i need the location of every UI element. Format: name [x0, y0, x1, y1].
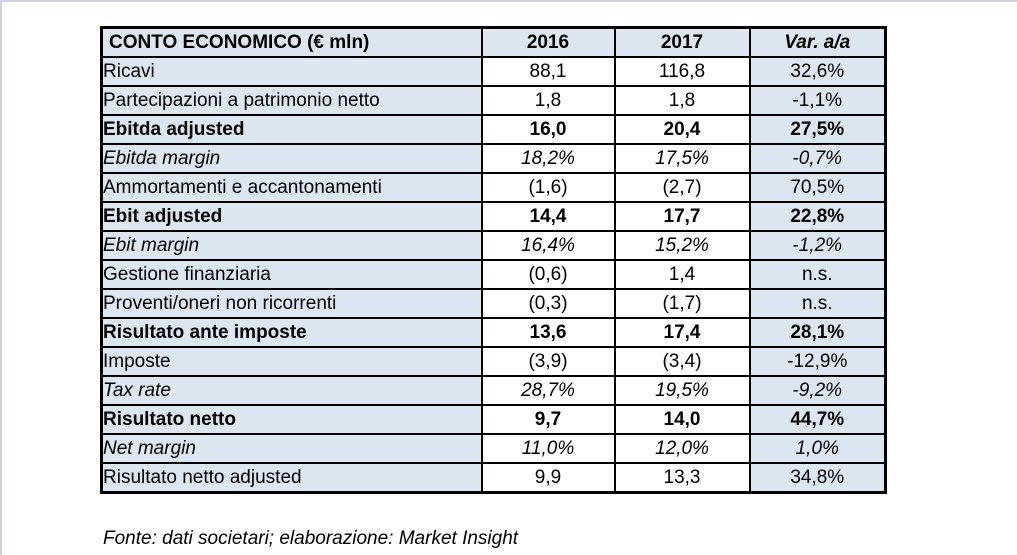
value-2017-cell: 17,4	[613, 317, 751, 348]
variation-cell: 27,5%	[748, 114, 887, 145]
table-row: Ebitda adjusted 16,0 20,4 27,5%	[100, 114, 887, 145]
variation-cell: n.s.	[748, 288, 887, 319]
variation-cell: 28,1%	[748, 317, 887, 348]
income-statement-container: CONTO ECONOMICO (€ mln) 2016 2017 Var. a…	[100, 26, 887, 494]
value-2016-cell: (1,6)	[480, 172, 616, 203]
row-label-cell: Gestione finanziaria	[100, 259, 483, 290]
value-2017-cell: 17,5%	[613, 143, 751, 174]
row-label-cell: Risultato netto	[100, 404, 483, 435]
value-2017-cell: (3,4)	[613, 346, 751, 377]
header-cell-2016: 2016	[480, 26, 616, 58]
table-row: Risultato netto adjusted 9,9 13,3 34,8%	[100, 462, 887, 494]
value-2016-cell: (0,6)	[480, 259, 616, 290]
value-2017-cell: 1,8	[613, 85, 751, 116]
income-statement-table: CONTO ECONOMICO (€ mln) 2016 2017 Var. a…	[100, 26, 887, 494]
value-2016-cell: (3,9)	[480, 346, 616, 377]
table-row: Risultato netto 9,7 14,0 44,7%	[100, 404, 887, 435]
row-label-cell: Ebit margin	[100, 230, 483, 261]
source-note: Fonte: dati societari; elaborazione: Mar…	[103, 528, 519, 549]
header-cell-title: CONTO ECONOMICO (€ mln)	[100, 26, 483, 58]
row-label-cell: Ebit adjusted	[100, 201, 483, 232]
table-row: Imposte (3,9) (3,4) -12,9%	[100, 346, 887, 377]
value-2016-cell: (0,3)	[480, 288, 616, 319]
value-2017-cell: 12,0%	[613, 433, 751, 464]
value-2017-cell: 15,2%	[613, 230, 751, 261]
row-label-cell: Risultato netto adjusted	[100, 462, 483, 494]
table-row: Partecipazioni a patrimonio netto 1,8 1,8-…	[100, 85, 887, 116]
variation-cell: 22,8%	[748, 201, 887, 232]
value-2017-cell: 20,4	[613, 114, 751, 145]
variation-cell: 70,5%	[748, 172, 887, 203]
row-label-cell: Ammortamenti e accantonamenti	[100, 172, 483, 203]
row-label-cell: Imposte	[100, 346, 483, 377]
row-label-cell: Tax rate	[100, 375, 483, 406]
variation-cell: 1,0%	[748, 433, 887, 464]
table-row: Net margin 11,0% 12,0% 1,0%	[100, 433, 887, 464]
value-2016-cell: 13,6	[480, 317, 616, 348]
variation-cell: -9,2%	[748, 375, 887, 406]
value-2017-cell: (2,7)	[613, 172, 751, 203]
table-header-row: CONTO ECONOMICO (€ mln) 2016 2017 Var. a…	[100, 26, 887, 58]
value-2017-cell: 13,3	[613, 462, 751, 494]
variation-cell: -0,7%	[748, 143, 887, 174]
value-2016-cell: 1,8	[480, 85, 616, 116]
variation-cell: 32,6%	[748, 56, 887, 87]
row-label-cell: Proventi/oneri non ricorrenti	[100, 288, 483, 319]
table-row: Tax rate 28,7% 19,5% -9,2%	[100, 375, 887, 406]
value-2016-cell: 9,9	[480, 462, 616, 494]
variation-cell: -12,9%	[748, 346, 887, 377]
table-row: Ebitda margin 18,2% 17,5% -0,7%	[100, 143, 887, 174]
table-row: Ricavi 88,1 116,8 32,6%	[100, 56, 887, 87]
value-2016-cell: 11,0%	[480, 433, 616, 464]
value-2016-cell: 16,0	[480, 114, 616, 145]
header-cell-2017: 2017	[613, 26, 751, 58]
value-2016-cell: 14,4	[480, 201, 616, 232]
variation-cell: 34,8%	[748, 462, 887, 494]
value-2016-cell: 9,7	[480, 404, 616, 435]
table-row: Gestione finanziaria (0,6) 1,4 n.s.	[100, 259, 887, 290]
page-left-edge-line	[0, 0, 2, 555]
value-2016-cell: 16,4%	[480, 230, 616, 261]
table-row: Risultato ante imposte 13,6 17,4 28,1%	[100, 317, 887, 348]
header-cell-var: Var. a/a	[748, 26, 887, 58]
variation-cell: 44,7%	[748, 404, 887, 435]
row-label-cell: Ricavi	[100, 56, 483, 87]
value-2017-cell: 1,4	[613, 259, 751, 290]
variation-cell: -1,1%	[748, 85, 887, 116]
row-label-cell: Net margin	[100, 433, 483, 464]
row-label-cell: Risultato ante imposte	[100, 317, 483, 348]
value-2017-cell: 19,5%	[613, 375, 751, 406]
value-2017-cell: 14,0	[613, 404, 751, 435]
table-row: Proventi/oneri non ricorrenti (0,3) (1,7) n…	[100, 288, 887, 319]
value-2016-cell: 28,7%	[480, 375, 616, 406]
table-row: Ebit adjusted 14,4 17,7 22,8%	[100, 201, 887, 232]
row-label-cell: Ebitda adjusted	[100, 114, 483, 145]
row-label-cell: Ebitda margin	[100, 143, 483, 174]
value-2017-cell: 116,8	[613, 56, 751, 87]
page-top-edge-line	[0, 0, 1017, 2]
value-2016-cell: 18,2%	[480, 143, 616, 174]
variation-cell: n.s.	[748, 259, 887, 290]
table-row: Ammortamenti e accantonamenti (1,6) (2,7) 7…	[100, 172, 887, 203]
value-2016-cell: 88,1	[480, 56, 616, 87]
value-2017-cell: (1,7)	[613, 288, 751, 319]
row-label-cell: Partecipazioni a patrimonio netto	[100, 85, 483, 116]
variation-cell: -1,2%	[748, 230, 887, 261]
value-2017-cell: 17,7	[613, 201, 751, 232]
table-row: Ebit margin 16,4% 15,2% -1,2%	[100, 230, 887, 261]
